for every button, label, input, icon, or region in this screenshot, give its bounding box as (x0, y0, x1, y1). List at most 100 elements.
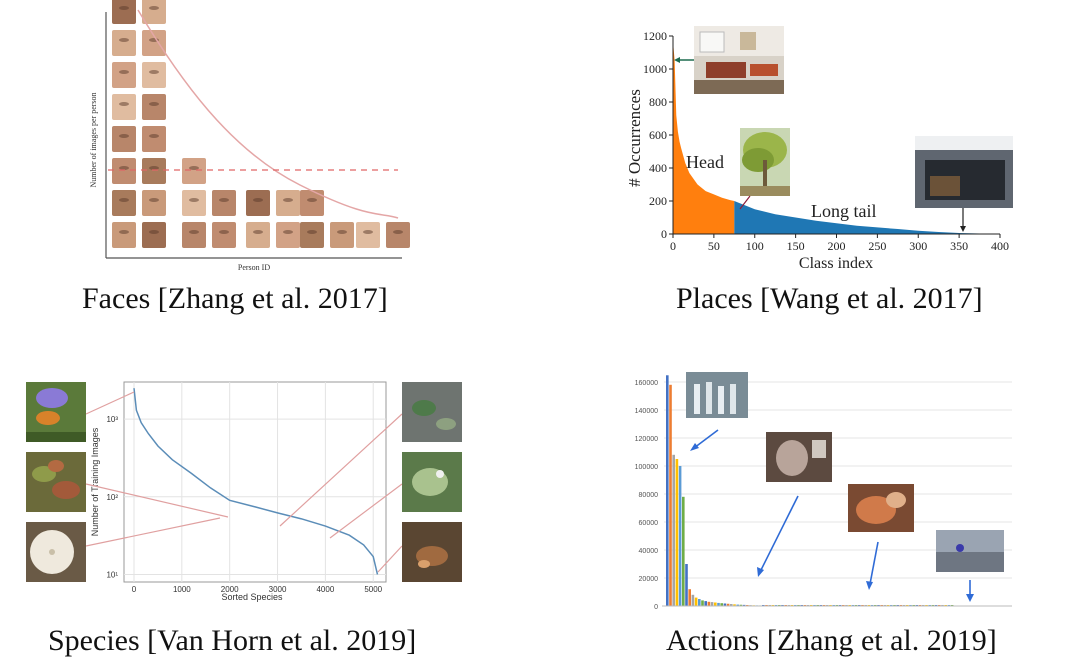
action-bar (688, 589, 691, 606)
face-thumbnail (182, 190, 206, 216)
species-curve (133, 388, 379, 575)
species-caption: Species [Van Horn et al. 2019] (48, 624, 417, 657)
species-grid (124, 382, 386, 582)
action-bar (717, 602, 720, 606)
actions-y-ticks: 0 20000 40000 60000 80000 100000 120000 140000 1… (635, 380, 658, 611)
species-y-axis-label: Number of Training Images (90, 427, 100, 536)
face-feature (253, 198, 263, 202)
mushroom-photo (26, 522, 86, 582)
species-x-tick-label: 3000 (269, 585, 287, 594)
species-x-tick-label: 4000 (316, 585, 334, 594)
actions-panel: 0 20000 40000 60000 80000 100000 120000 140000 1… (540, 334, 1080, 668)
places-x-tick-label: 400 (991, 239, 1009, 253)
face-thumbnail (142, 0, 166, 24)
faces-photo-grid (112, 0, 410, 248)
actions-y-tick-label: 120000 (635, 436, 658, 443)
face-feature (119, 198, 129, 202)
places-y-tick-label: 200 (649, 194, 667, 208)
building-arrowhead (960, 226, 966, 232)
action-bar (678, 466, 682, 606)
face-thumbnail (182, 222, 206, 248)
face-thumbnail (246, 190, 270, 216)
living-room-arrowhead (674, 57, 680, 63)
faces-panel: Number of images per person Person ID Fa… (0, 0, 540, 334)
face-feature (189, 230, 199, 234)
face-feature (189, 198, 199, 202)
face-feature (119, 166, 129, 170)
face-feature (283, 198, 293, 202)
face-feature (119, 38, 129, 42)
faces-distribution-curve (137, 9, 399, 219)
face-feature (307, 230, 317, 234)
places-caption: Places [Wang et al. 2017] (676, 282, 983, 315)
face-feature (119, 6, 129, 10)
long-tail-area (734, 201, 1000, 234)
shrub-photo (402, 452, 462, 512)
places-y-tick-label: 1200 (643, 29, 667, 43)
action-bar (669, 384, 672, 606)
action-bar (739, 604, 743, 606)
species-ticks: 0 1000 2000 3000 4000 5000 10¹ 10² 10³ (106, 415, 382, 594)
action-bar (698, 599, 701, 606)
action-bar (675, 459, 679, 606)
face-thumbnail (142, 30, 166, 56)
places-x-tick-label: 0 (670, 239, 676, 253)
group-people-photo (686, 372, 748, 418)
face-feature (149, 102, 159, 106)
face-thumbnail (182, 158, 206, 184)
face-thumbnail (142, 94, 166, 120)
face-feature (149, 70, 159, 74)
face-thumbnail (356, 222, 380, 248)
places-y-tick-label: 400 (649, 161, 667, 175)
head-annotation: Head (686, 152, 724, 172)
faces-x-axis-label: Person ID (238, 263, 270, 272)
action-bar (730, 604, 733, 606)
action-bar (723, 603, 727, 606)
actions-y-tick-label: 0 (654, 604, 658, 611)
face-thumbnail (112, 0, 136, 24)
species-y-tick-label: 10² (106, 493, 118, 502)
species-y-tick-label: 10¹ (106, 570, 118, 579)
places-x-tick-label: 150 (787, 239, 805, 253)
indoor-scene-photo (766, 432, 832, 482)
face-feature (149, 198, 159, 202)
face-feature (307, 198, 317, 202)
face-thumbnail (142, 158, 166, 184)
action-bar (685, 564, 688, 606)
places-y-tick-label: 600 (649, 128, 667, 142)
cooking-scene-photo (848, 484, 914, 532)
places-x-tick-label: 350 (950, 239, 968, 253)
face-feature (149, 166, 159, 170)
action-bar (714, 602, 717, 606)
action-bar (682, 496, 685, 606)
face-thumbnail (276, 222, 300, 248)
places-area-layer (673, 40, 1000, 235)
face-feature (149, 6, 159, 10)
tree-photo (740, 128, 790, 196)
actions-y-tick-label: 20000 (639, 576, 659, 583)
actions-y-tick-label: 100000 (635, 464, 658, 471)
places-y-tick-label: 1000 (643, 62, 667, 76)
head-area (673, 40, 735, 235)
face-feature (393, 230, 403, 234)
face-thumbnail (142, 222, 166, 248)
faces-caption: Faces [Zhang et al. 2017] (82, 282, 388, 315)
species-plot-frame (123, 381, 387, 583)
connector-lines (85, 391, 403, 573)
face-thumbnail (112, 30, 136, 56)
lichen-photo (402, 382, 462, 442)
face-thumbnail (112, 190, 136, 216)
living-room-photo (694, 26, 784, 94)
face-thumbnail (142, 62, 166, 88)
actions-chart: 0 20000 40000 60000 80000 100000 120000 140000 1… (635, 372, 1012, 611)
places-x-axis-label: Class index (799, 255, 873, 272)
action-bar (666, 375, 669, 606)
actions-y-tick-label: 160000 (635, 380, 658, 387)
face-thumbnail (212, 222, 236, 248)
species-x-tick-label: 0 (132, 585, 137, 594)
places-y-ticks: 0 200 400 600 800 1000 1200 (643, 29, 673, 241)
face-thumbnail (142, 126, 166, 152)
action-bar (720, 603, 723, 606)
face-feature (337, 230, 347, 234)
